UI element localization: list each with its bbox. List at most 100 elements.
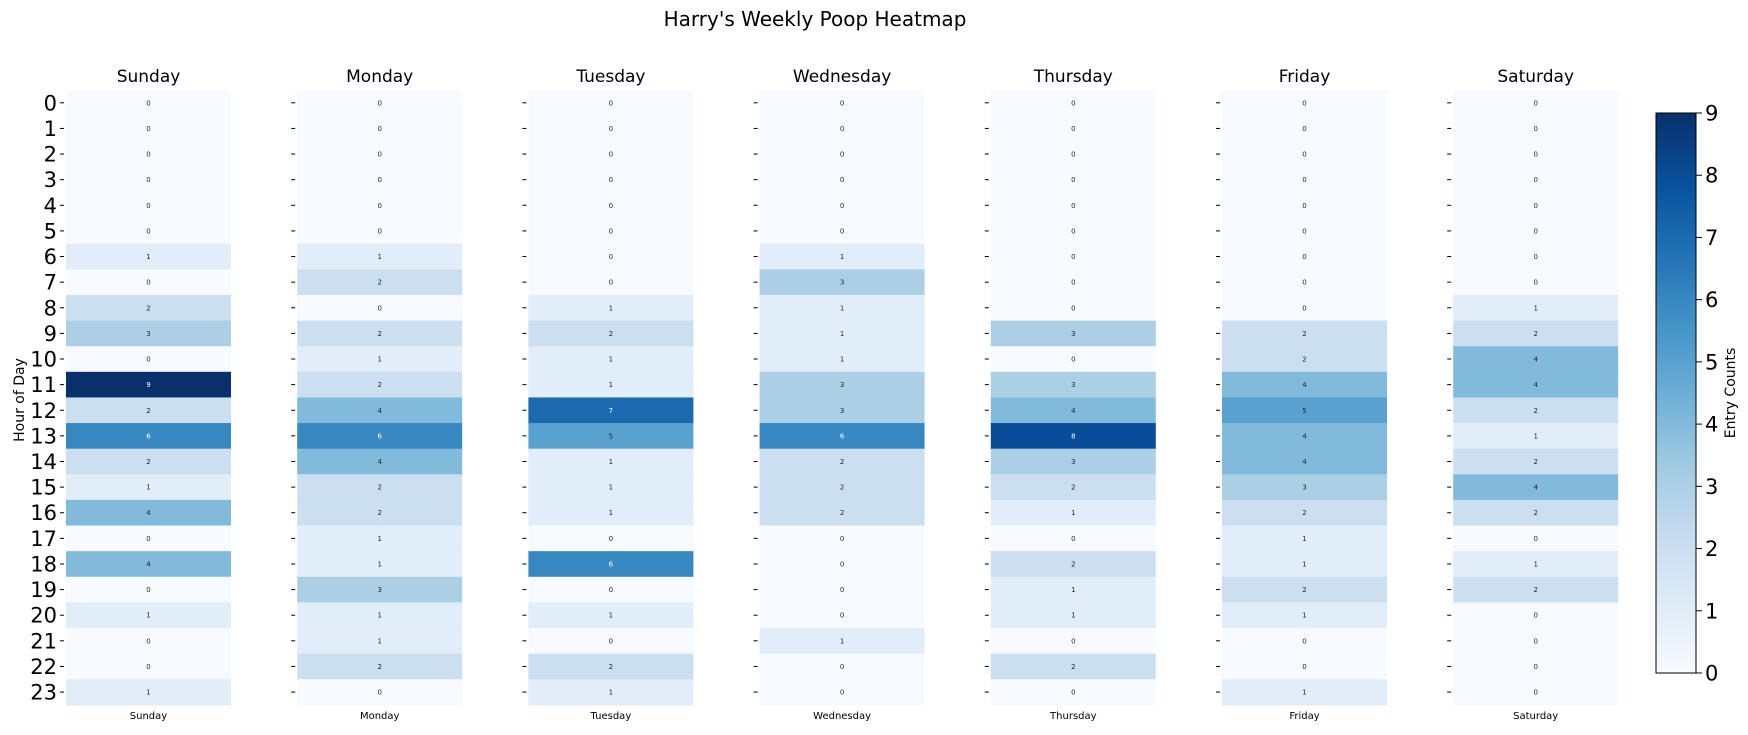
heatmap-cell: [297, 499, 463, 527]
colorbar: 0 1 2 3 4 5 6 7 8 9 Entry Counts: [1655, 102, 1739, 686]
cell-value-label: 4: [1533, 484, 1538, 492]
cell-value-label: 6: [377, 432, 382, 440]
heatmap-cell: [66, 141, 231, 168]
heatmap-cell: [66, 166, 231, 194]
heatmap-cell: [1222, 166, 1387, 194]
y-tick-label: 2: [44, 143, 57, 167]
cell-value-label: 8: [1071, 432, 1075, 440]
cell-value-label: 0: [1071, 637, 1075, 645]
heatmap-cell: [1453, 294, 1619, 322]
heatmap-cell: [759, 115, 925, 142]
heatmap-cell: [297, 166, 463, 194]
cell-value-label: 1: [609, 304, 613, 312]
heatmap-cell: [990, 679, 1156, 706]
cell-value-label: 0: [146, 176, 150, 184]
cell-value-label: 0: [609, 176, 613, 184]
colorbar-tick-label: 4: [1705, 413, 1718, 437]
heatmap-cell: [759, 166, 925, 194]
cell-value-label: 0: [609, 637, 613, 645]
heatmap-cell: [1453, 243, 1619, 270]
colorbar-tick-label: 9: [1705, 102, 1718, 126]
y-tick-label: 21: [30, 629, 57, 653]
cell-value-label: 0: [146, 227, 150, 235]
heatmap-cell: [1222, 397, 1387, 424]
cell-value-label: 0: [1533, 689, 1537, 697]
heatmap-cell: [528, 269, 694, 296]
cell-value-label: 1: [609, 381, 613, 389]
cell-value-label: 0: [840, 202, 844, 210]
heatmap-cell: [528, 448, 694, 475]
heatmap-cell: [759, 141, 925, 168]
cell-value-label: 6: [840, 432, 845, 440]
cell-value-label: 2: [1302, 509, 1306, 517]
cell-value-label: 1: [609, 458, 613, 466]
cell-value-label: 3: [1071, 458, 1075, 466]
cell-value-label: 0: [609, 227, 613, 235]
cell-value-label: 2: [1071, 484, 1075, 492]
cell-value-label: 6: [146, 432, 151, 440]
cell-value-label: 0: [1533, 253, 1537, 261]
heatmap-cell: [1453, 602, 1619, 629]
heatmap-cell: [66, 628, 231, 655]
cell-value-label: 0: [1533, 637, 1537, 645]
heatmap-cell: [528, 320, 694, 347]
heatmap-cell: [759, 320, 925, 347]
cell-value-label: 1: [609, 612, 613, 620]
cell-value-label: 4: [1533, 356, 1538, 364]
y-tick-label: 11: [30, 373, 57, 397]
heatmap-cell: [759, 192, 925, 219]
x-tick-label: Friday: [1289, 711, 1319, 722]
cell-value-label: 3: [1071, 330, 1075, 338]
x-tick-label: Monday: [360, 711, 400, 722]
cell-value-label: 0: [840, 560, 844, 568]
cell-value-label: 4: [1302, 432, 1307, 440]
cell-value-label: 0: [146, 202, 150, 210]
heatmap-cell: [1222, 243, 1387, 270]
heatmap-cell: [990, 371, 1156, 399]
heatmap-cell: [297, 371, 463, 399]
cell-value-label: 1: [1302, 560, 1306, 568]
cell-value-label: 1: [609, 689, 613, 697]
cell-value-label: 3: [840, 407, 844, 415]
heatmap-cell: [297, 576, 463, 603]
heatmap-cell: [1222, 320, 1387, 347]
heatmap-cell: [66, 679, 231, 706]
cell-value-label: 2: [377, 509, 381, 517]
cell-value-label: 0: [377, 151, 381, 159]
cell-value-label: 6: [609, 560, 614, 568]
heatmap-cell: [1453, 499, 1619, 527]
heatmap-cell: [66, 499, 231, 527]
cell-value-label: 0: [609, 535, 613, 543]
heatmap-cell: [990, 115, 1156, 142]
heatmap-cell: [297, 294, 463, 322]
cell-value-label: 1: [609, 484, 613, 492]
heatmap-cell: [1453, 474, 1619, 501]
heatmap-cell: [528, 192, 694, 219]
heatmap-cell: [66, 192, 231, 219]
colorbar-label: Entry Counts: [1723, 348, 1739, 439]
cell-value-label: 0: [377, 304, 381, 312]
y-tick-label: 23: [30, 681, 57, 705]
y-tick-label: 4: [44, 194, 57, 218]
heatmap-cell: [1222, 294, 1387, 322]
cell-value-label: 1: [377, 560, 381, 568]
cell-value-label: 0: [1071, 253, 1075, 261]
cell-value-label: 0: [1302, 227, 1306, 235]
y-tick-label: 5: [44, 219, 57, 243]
cell-value-label: 0: [146, 586, 150, 594]
heatmap-cell: [528, 371, 694, 399]
heatmap-cell: [528, 525, 694, 552]
cell-value-label: 1: [840, 637, 844, 645]
heatmap-cell: [990, 499, 1156, 527]
heatmap-cell: [297, 602, 463, 629]
colorbar-tick-label: 3: [1705, 475, 1718, 499]
heatmap-cell: [759, 243, 925, 270]
heatmap-cell: [759, 397, 925, 424]
cell-value-label: 1: [1071, 509, 1075, 517]
heatmap-cell: [66, 371, 231, 399]
cell-value-label: 1: [1302, 535, 1306, 543]
heatmap-cell: [759, 653, 925, 680]
cell-value-label: 1: [377, 253, 381, 261]
cell-value-label: 0: [377, 99, 381, 107]
cell-value-label: 0: [377, 689, 381, 697]
